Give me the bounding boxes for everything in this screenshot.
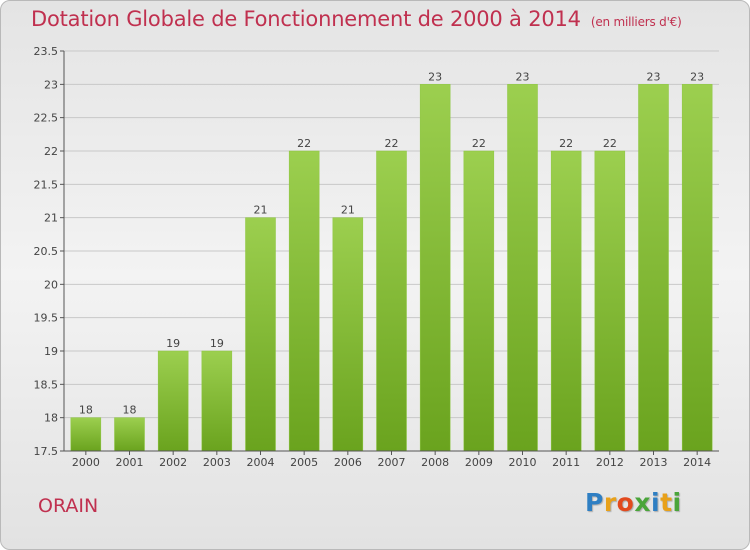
bar [332, 217, 364, 452]
y-tick-label: 22.5 [34, 112, 59, 125]
logo-letter: P [585, 488, 604, 517]
bar-value-label: 18 [123, 404, 137, 417]
y-tick-label: 21 [44, 212, 58, 225]
title-text: Dotation Globale de Fonctionnement de 20… [31, 7, 581, 31]
bar-value-label: 19 [166, 337, 180, 350]
y-tick-label: 18 [44, 412, 58, 425]
logo-letter: i [672, 488, 682, 517]
x-tick-label: 2002 [159, 456, 187, 469]
bar [550, 150, 582, 452]
y-tick-label: 19.5 [34, 312, 59, 325]
logo-letter: x [634, 488, 651, 517]
bar-value-label: 22 [472, 137, 486, 150]
y-tick-label: 23 [44, 78, 58, 91]
bar-value-label: 22 [297, 137, 311, 150]
bar [463, 150, 495, 452]
x-tick-label: 2000 [72, 456, 100, 469]
bar [376, 150, 407, 452]
bar-value-label: 23 [516, 70, 530, 83]
y-tick-label: 23.5 [34, 45, 59, 58]
x-tick-label: 2004 [247, 456, 275, 469]
bar [288, 150, 320, 452]
y-tick-label: 17.5 [34, 445, 59, 458]
x-tick-label: 2011 [552, 456, 580, 469]
bar [594, 150, 626, 452]
y-tick-label: 20.5 [34, 245, 59, 258]
y-tick-label: 18.5 [34, 378, 59, 391]
bar-value-label: 19 [210, 337, 224, 350]
bar-value-label: 18 [79, 404, 93, 417]
y-tick-label: 21.5 [34, 178, 59, 191]
bar-value-label: 23 [647, 70, 661, 83]
y-tick-label: 19 [44, 345, 58, 358]
bar [70, 417, 102, 452]
bar [201, 350, 233, 452]
logo-letter: o [616, 488, 635, 517]
bar [419, 84, 451, 452]
x-tick-label: 2003 [203, 456, 231, 469]
x-tick-label: 2001 [116, 456, 144, 469]
bar [157, 350, 189, 452]
x-tick-label: 2009 [465, 456, 493, 469]
bar-value-label: 21 [254, 204, 268, 217]
bar-value-label: 22 [559, 137, 573, 150]
bar-value-label: 23 [428, 70, 442, 83]
bar-value-label: 21 [341, 204, 355, 217]
bar [681, 84, 713, 452]
bar-value-label: 22 [385, 137, 399, 150]
bar-value-label: 22 [603, 137, 617, 150]
x-tick-label: 2007 [378, 456, 406, 469]
chart-title: Dotation Globale de Fonctionnement de 20… [31, 7, 682, 31]
logo-letter: r [603, 488, 617, 517]
bar [245, 217, 276, 452]
x-tick-label: 2010 [509, 456, 537, 469]
logo-letter: t [660, 488, 673, 517]
x-tick-label: 2006 [334, 456, 362, 469]
commune-name: ORAIN [38, 495, 99, 517]
bar [507, 84, 538, 452]
y-tick-label: 22 [44, 145, 58, 158]
bar-value-label: 23 [690, 70, 704, 83]
proxiti-logo[interactable]: Proxiti [585, 488, 682, 517]
y-tick-label: 20 [44, 278, 58, 291]
x-tick-label: 2008 [421, 456, 449, 469]
bar [638, 84, 669, 452]
x-tick-label: 2014 [683, 456, 711, 469]
x-tick-label: 2012 [596, 456, 624, 469]
bars: 18 18 19 19 21 22 21 22 23 22 23 22 22 23 23 [70, 70, 713, 452]
unit-note: (en milliers d'€) [590, 15, 682, 29]
logo-letter: i [651, 488, 661, 517]
x-tick-label: 2013 [640, 456, 668, 469]
x-tick-label: 2005 [290, 456, 318, 469]
bar [114, 417, 145, 452]
axes: 17.5 18 18.5 19 19.5 20 20.5 21 21.5 22 22.5 23 23.5… [34, 45, 719, 469]
